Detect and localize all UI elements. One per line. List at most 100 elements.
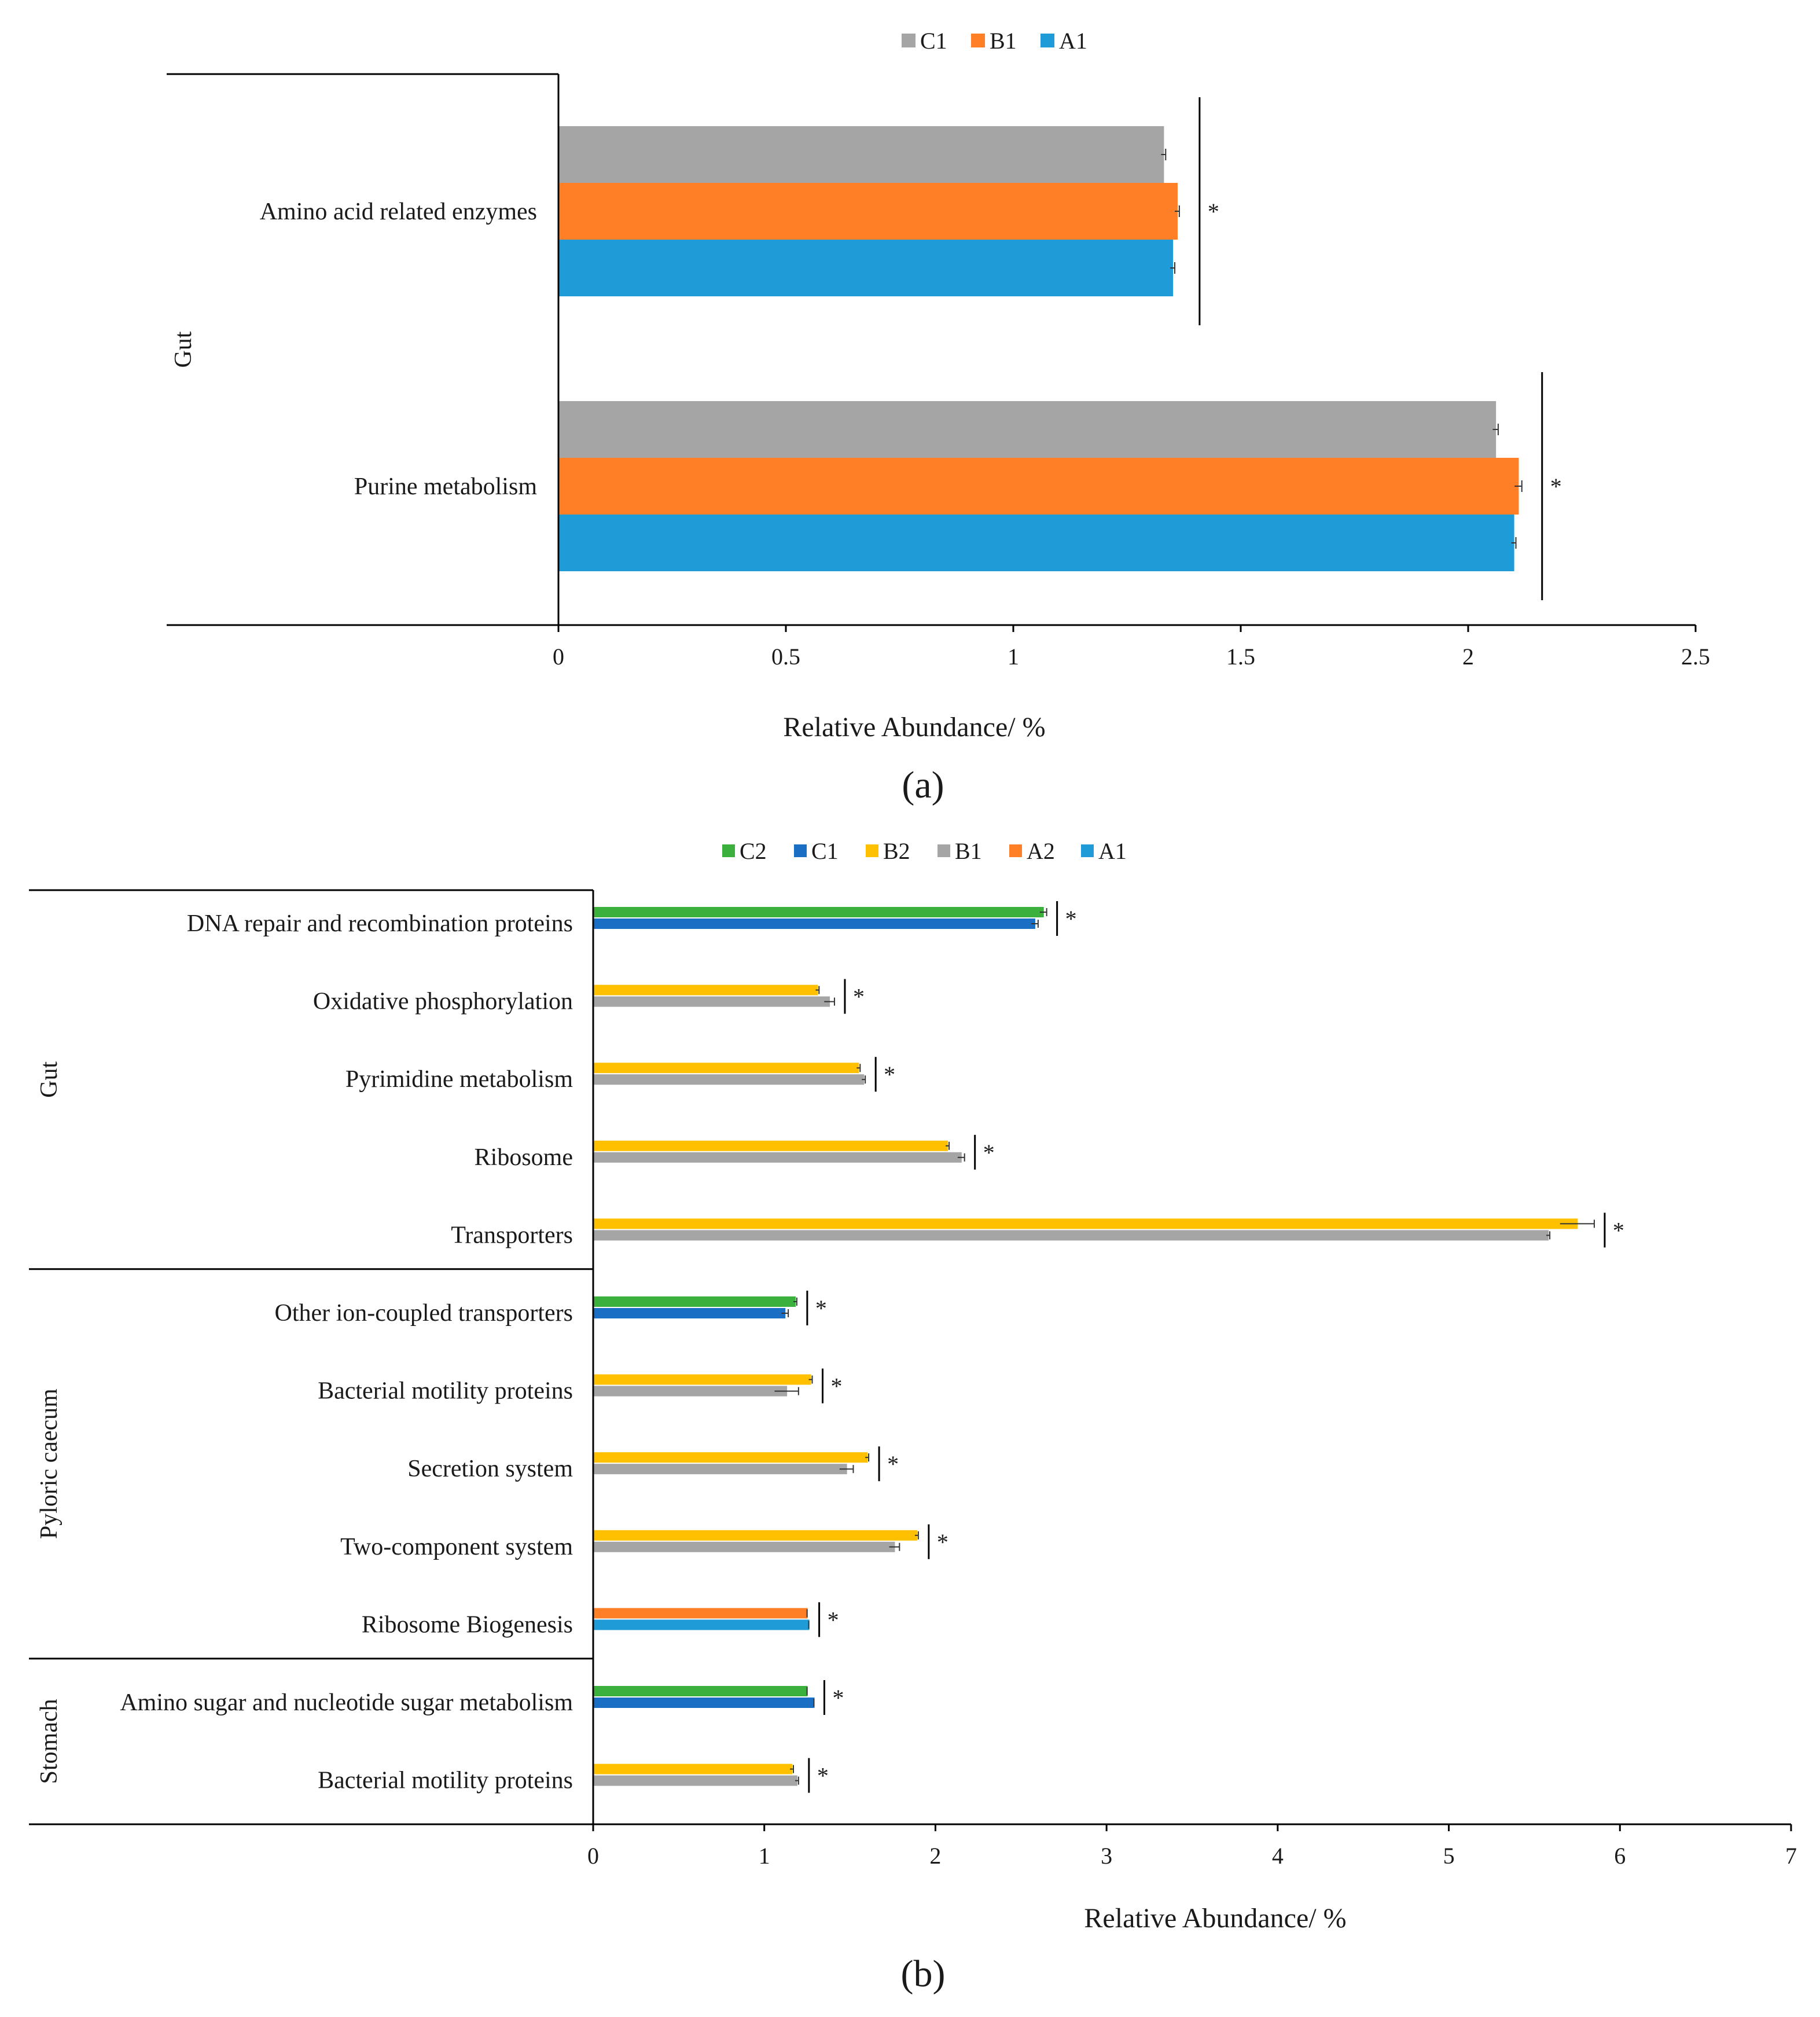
- bar-other-ion-coupled-transporters-c2: [594, 1296, 796, 1307]
- legend-swatch-b1: [971, 34, 985, 47]
- significance-star-pyrimidine-metabolism: *: [884, 1061, 895, 1088]
- bar-amino-acid-related-enzymes-c1: [559, 126, 1164, 183]
- bar-dna-repair-and-recombination-proteins-c1: [594, 919, 1035, 929]
- legend-swatch-a2: [1009, 844, 1022, 857]
- group-label-gut: Gut: [170, 331, 197, 368]
- legend-swatch-b1: [937, 844, 950, 857]
- x-tick-label: 0.5: [771, 644, 800, 670]
- legend-swatch-b2: [866, 844, 878, 857]
- legend-swatch-a1: [1040, 34, 1054, 47]
- category-label-pyrimidine-metabolism: Pyrimidine metabolism: [345, 1066, 573, 1093]
- x-tick-label: 3: [1101, 1843, 1112, 1869]
- legend-swatch-c1: [794, 844, 807, 857]
- bar-dna-repair-and-recombination-proteins-c2: [594, 907, 1044, 917]
- x-tick-label: 2.5: [1681, 644, 1710, 670]
- bar-purine-metabolism-a1: [559, 515, 1514, 571]
- bar-secretion-system-b2: [594, 1452, 868, 1463]
- category-label-bacterial-motility-proteins: Bacterial motility proteins: [318, 1378, 573, 1405]
- x-tick-label: 1: [759, 1843, 770, 1869]
- significance-star-transporters: *: [1613, 1217, 1624, 1243]
- group-label-pyloric-caecum: Pyloric caecum: [36, 1388, 62, 1539]
- bar-oxidative-phosphorylation-b1: [594, 996, 830, 1007]
- category-label-purine-metabolism: Purine metabolism: [354, 473, 537, 500]
- significance-star-oxidative-phosphorylation: *: [853, 984, 865, 1010]
- bar-ribosome-biogenesis-a2: [594, 1608, 808, 1619]
- bar-ribosome-b1: [594, 1152, 962, 1163]
- significance-star-purine-metabolism: *: [1550, 473, 1562, 499]
- significance-star-secretion-system: *: [887, 1451, 899, 1477]
- x-axis-label: Relative Abundance/ %: [783, 712, 1045, 743]
- bar-bacterial-motility-proteins-b2: [594, 1374, 811, 1385]
- bar-pyrimidine-metabolism-b1: [594, 1074, 865, 1085]
- bar-bacterial-motility-proteins-b1: [594, 1775, 797, 1786]
- category-label-bacterial-motility-proteins: Bacterial motility proteins: [318, 1768, 573, 1794]
- group-label-stomach: Stomach: [36, 1699, 62, 1784]
- significance-star-ribosome: *: [983, 1140, 995, 1166]
- category-label-other-ion-coupled-transporters: Other ion-coupled transporters: [274, 1300, 573, 1327]
- x-tick-label: 0: [553, 644, 564, 670]
- bar-transporters-b1: [594, 1230, 1549, 1241]
- significance-star-bacterial-motility-proteins: *: [817, 1763, 829, 1789]
- legend-label-b2: B2: [883, 838, 910, 864]
- bar-oxidative-phosphorylation-b2: [594, 984, 818, 995]
- bar-secretion-system-b1: [594, 1464, 847, 1475]
- bar-bacterial-motility-proteins-b1: [594, 1386, 788, 1397]
- significance-star-bacterial-motility-proteins: *: [831, 1373, 843, 1399]
- category-label-ribosome: Ribosome: [475, 1144, 573, 1171]
- legend-label-a2: A2: [1027, 838, 1055, 864]
- x-tick-label: 5: [1443, 1843, 1455, 1869]
- panel-label: (a): [902, 764, 944, 806]
- significance-star-amino-acid-related-enzymes: *: [1208, 199, 1219, 225]
- chart-b: C2 C1 B2 B1 A2 A1 * DNA repair and recombinatio…: [29, 838, 1797, 1995]
- bar-ribosome-biogenesis-a1: [594, 1619, 810, 1630]
- x-axis-label: Relative Abundance/ %: [1084, 1903, 1346, 1934]
- x-tick-label: 1: [1008, 644, 1019, 670]
- bar-bacterial-motility-proteins-b2: [594, 1764, 793, 1774]
- legend-label-a1: A1: [1059, 28, 1087, 54]
- category-label-secretion-system: Secretion system: [407, 1456, 573, 1482]
- bar-two-component-system-b2: [594, 1530, 917, 1541]
- category-label-transporters: Transporters: [451, 1222, 573, 1248]
- legend-swatch-c2: [722, 844, 735, 857]
- bar-purine-metabolism-b1: [559, 458, 1519, 515]
- x-tick-label: 6: [1614, 1843, 1626, 1869]
- legend-label-b1: B1: [990, 28, 1017, 54]
- x-tick-label: 2: [929, 1843, 941, 1869]
- bar-amino-sugar-and-nucleotide-sugar-metabolism-c1: [594, 1698, 815, 1708]
- bar-ribosome-b2: [594, 1140, 948, 1151]
- bar-amino-sugar-and-nucleotide-sugar-metabolism-c2: [594, 1686, 808, 1696]
- x-tick-label: 1.5: [1226, 644, 1255, 670]
- category-label-amino-sugar-and-nucleotide-sugar-metabolism: Amino sugar and nucleotide sugar metabol…: [120, 1689, 573, 1716]
- bar-amino-acid-related-enzymes-a1: [559, 240, 1174, 296]
- significance-star-dna-repair-and-recombination-proteins: *: [1065, 906, 1077, 932]
- x-tick-label: 4: [1272, 1843, 1284, 1869]
- category-label-two-component-system: Two-component system: [340, 1534, 573, 1560]
- category-label-ribosome-biogenesis: Ribosome Biogenesis: [362, 1611, 573, 1638]
- panel-label: (b): [901, 1953, 946, 1995]
- bar-other-ion-coupled-transporters-c1: [594, 1308, 786, 1318]
- x-tick-label: 7: [1785, 1843, 1797, 1869]
- legend-label-c2: C2: [740, 838, 767, 864]
- x-tick-label: 2: [1462, 644, 1474, 670]
- category-label-amino-acid-related-enzymes: Amino acid related enzymes: [260, 199, 537, 225]
- category-label-oxidative-phosphorylation: Oxidative phosphorylation: [313, 989, 573, 1015]
- legend-label-c1: C1: [920, 28, 947, 54]
- legend-label-a1: A1: [1098, 838, 1127, 864]
- chart-a: C1 B1 A1 * Amino acid related enzymes * Purine…: [167, 28, 1710, 806]
- significance-star-ribosome-biogenesis: *: [828, 1607, 839, 1633]
- x-tick-label: 0: [587, 1843, 599, 1869]
- category-label-dna-repair-and-recombination-proteins: DNA repair and recombination proteins: [187, 910, 573, 937]
- significance-star-two-component-system: *: [937, 1529, 948, 1555]
- legend-label-c1: C1: [811, 838, 839, 864]
- bar-transporters-b2: [594, 1218, 1578, 1229]
- group-label-gut: Gut: [36, 1061, 62, 1098]
- bar-purine-metabolism-c1: [559, 401, 1497, 458]
- bar-pyrimidine-metabolism-b2: [594, 1063, 859, 1074]
- bar-two-component-system-b1: [594, 1541, 895, 1552]
- significance-star-other-ion-coupled-transporters: *: [815, 1295, 827, 1321]
- bar-amino-acid-related-enzymes-b1: [559, 183, 1178, 240]
- legend-label-b1: B1: [955, 838, 982, 864]
- legend-swatch-c1: [902, 34, 915, 47]
- legend-swatch-a1: [1081, 844, 1094, 857]
